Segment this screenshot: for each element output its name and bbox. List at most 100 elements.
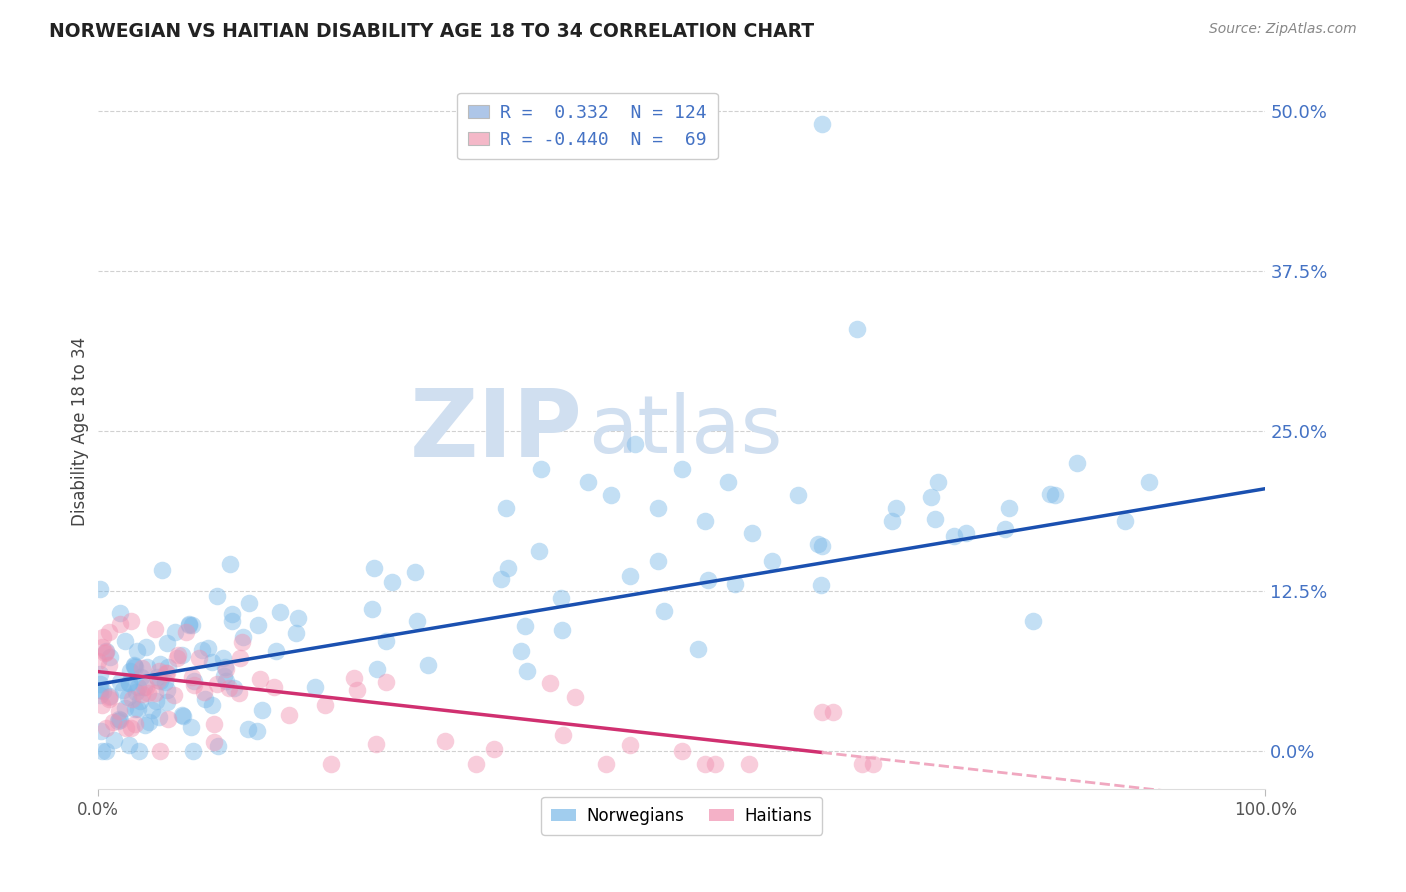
- Point: [482, 742, 505, 756]
- Point: [810, 706, 832, 720]
- Point: [927, 475, 949, 490]
- Point: [114, 701, 136, 715]
- Point: [406, 614, 429, 628]
- Point: [134, 718, 156, 732]
- Point: [943, 529, 966, 543]
- Point: [163, 688, 186, 702]
- Point: [181, 744, 204, 758]
- Point: [89, 677, 111, 691]
- Point: [172, 708, 194, 723]
- Point: [135, 680, 157, 694]
- Point: [118, 675, 141, 690]
- Point: [117, 738, 139, 752]
- Point: [218, 681, 240, 695]
- Point: [619, 738, 641, 752]
- Point: [129, 669, 152, 683]
- Point: [108, 713, 131, 727]
- Text: atlas: atlas: [588, 392, 783, 470]
- Point: [212, 669, 235, 683]
- Point: [98, 650, 121, 665]
- Point: [172, 708, 194, 723]
- Point: [183, 678, 205, 692]
- Point: [263, 680, 285, 694]
- Point: [91, 683, 114, 698]
- Point: [238, 596, 260, 610]
- Point: [124, 660, 146, 674]
- Point: [807, 537, 830, 551]
- Point: [201, 656, 224, 670]
- Point: [118, 664, 141, 678]
- Point: [810, 539, 832, 553]
- Point: [862, 756, 884, 771]
- Point: [810, 117, 832, 131]
- Point: [886, 501, 908, 516]
- Point: [148, 673, 170, 688]
- Point: [129, 694, 152, 708]
- Point: [108, 712, 131, 726]
- Point: [214, 662, 236, 676]
- Point: [1022, 615, 1045, 629]
- Point: [156, 636, 179, 650]
- Legend: Norwegians, Haitians: Norwegians, Haitians: [541, 797, 823, 835]
- Point: [153, 674, 176, 689]
- Point: [90, 723, 112, 738]
- Point: [205, 677, 228, 691]
- Point: [94, 644, 117, 658]
- Point: [128, 744, 150, 758]
- Point: [155, 665, 177, 680]
- Point: [434, 734, 457, 748]
- Point: [132, 680, 155, 694]
- Point: [600, 488, 623, 502]
- Point: [221, 614, 243, 628]
- Point: [671, 462, 693, 476]
- Point: [148, 710, 170, 724]
- Point: [343, 671, 366, 685]
- Point: [697, 573, 720, 587]
- Point: [124, 716, 146, 731]
- Point: [724, 577, 747, 591]
- Point: [366, 662, 388, 676]
- Point: [120, 721, 142, 735]
- Point: [1114, 514, 1136, 528]
- Point: [231, 635, 253, 649]
- Point: [98, 658, 121, 673]
- Point: [550, 591, 572, 605]
- Point: [131, 688, 153, 702]
- Point: [91, 698, 114, 712]
- Point: [163, 624, 186, 639]
- Point: [1039, 487, 1062, 501]
- Point: [224, 681, 246, 695]
- Point: [496, 560, 519, 574]
- Point: [156, 695, 179, 709]
- Point: [284, 625, 307, 640]
- Point: [215, 673, 238, 688]
- Point: [170, 648, 193, 663]
- Point: [375, 675, 398, 690]
- Point: [277, 707, 299, 722]
- Point: [955, 526, 977, 541]
- Point: [229, 651, 252, 665]
- Point: [122, 658, 145, 673]
- Point: [124, 701, 146, 715]
- Point: [145, 623, 167, 637]
- Point: [246, 618, 269, 632]
- Text: Source: ZipAtlas.com: Source: ZipAtlas.com: [1209, 22, 1357, 37]
- Point: [516, 665, 538, 679]
- Point: [495, 500, 517, 515]
- Point: [131, 661, 153, 675]
- Point: [108, 606, 131, 620]
- Point: [619, 568, 641, 582]
- Point: [304, 680, 326, 694]
- Point: [416, 657, 439, 672]
- Point: [157, 712, 180, 726]
- Point: [177, 617, 200, 632]
- Point: [136, 686, 159, 700]
- Point: [246, 724, 269, 739]
- Point: [191, 643, 214, 657]
- Point: [96, 645, 118, 659]
- Point: [787, 488, 810, 502]
- Point: [103, 732, 125, 747]
- Point: [314, 698, 336, 713]
- Point: [236, 723, 259, 737]
- Point: [150, 563, 173, 577]
